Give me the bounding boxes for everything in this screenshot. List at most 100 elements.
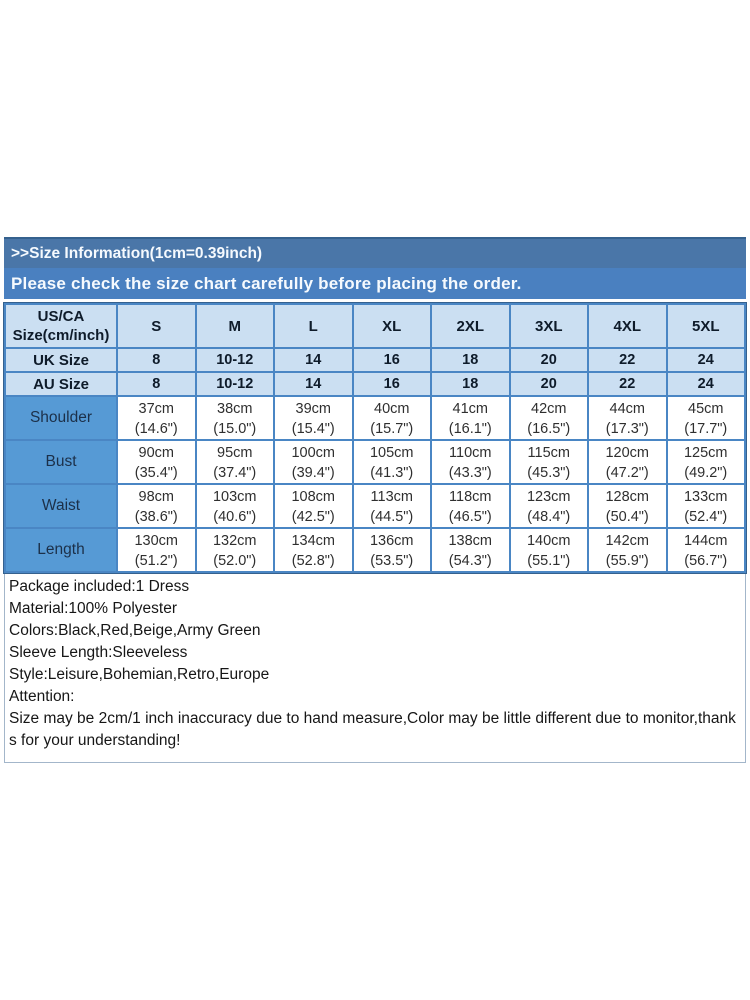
size-table-body: US/CA Size(cm/inch) S M L XL 2XL 3XL 4XL 5XL UK Si… — [4, 303, 746, 573]
notes-box: Package included:1 Dress Material:100% Po… — [4, 573, 746, 763]
measurement-value-cell: 103cm (40.6") — [194, 483, 275, 529]
measurement-cm-value: 38cm — [217, 400, 253, 417]
measurement-inch-value: (16.1") — [448, 420, 492, 437]
measurement-inch-value: (35.4") — [134, 464, 178, 481]
size-value-cell: 18 — [430, 371, 511, 397]
measurement-cm-value: 105cm — [369, 444, 414, 461]
measurement-cm-value: 123cm — [526, 488, 571, 505]
measurement-value-cell: 132cm (52.0") — [194, 527, 275, 573]
column-header-m: M — [194, 303, 275, 349]
measurement-value-cell: 90cm (35.4") — [116, 439, 197, 485]
measurement-value-cell: 105cm (41.3") — [351, 439, 432, 485]
measurement-cm-value: 41cm — [452, 400, 488, 417]
measurement-cm-value: 90cm — [138, 444, 174, 461]
measurement-cm-value: 125cm — [683, 444, 728, 461]
measurement-cm-value: 45cm — [688, 400, 724, 417]
note-line-2: Material:100% Polyester — [9, 600, 177, 617]
banner: >>Size Information(1cm=0.39inch) Please … — [4, 237, 746, 299]
measurement-cm-value: 118cm — [449, 488, 492, 505]
note-line-1: Package included:1 Dress — [9, 578, 190, 595]
size-table-header-row: US/CA Size(cm/inch) S M L XL 2XL 3XL 4XL 5XL — [4, 303, 746, 349]
measurement-inch-value: (37.4") — [213, 464, 257, 481]
measurement-value-cell: 128cm (50.4") — [587, 483, 668, 529]
measurement-cm-value: 132cm — [212, 532, 257, 549]
measurement-inch-value: (54.3") — [448, 552, 492, 569]
size-value-cell: 20 — [508, 347, 589, 373]
column-header-3xl: 3XL — [508, 303, 589, 349]
measurement-value-cell: 118cm (46.5") — [430, 483, 511, 529]
size-value-cell: 24 — [665, 347, 746, 373]
column-header-l: L — [273, 303, 354, 349]
measurement-value-cell: 113cm (44.5") — [351, 483, 432, 529]
measurement-inch-value: (51.2") — [134, 552, 178, 569]
column-header-xl: XL — [351, 303, 432, 349]
size-value-cell: 18 — [430, 347, 511, 373]
measurement-cm-value: 95cm — [217, 444, 253, 461]
measurement-row-waist: Waist 98cm (38.6") 103cm (40.6") 108cm (42.5")… — [4, 483, 746, 529]
size-value-cell: 24 — [665, 371, 746, 397]
measurement-cm-value: 44cm — [609, 400, 645, 417]
measurement-inch-value: (44.5") — [370, 508, 414, 525]
size-value-cell: 10-12 — [194, 347, 275, 373]
measurement-cm-value: 120cm — [605, 444, 650, 461]
measurement-value-cell: 45cm (17.7") — [665, 395, 746, 441]
size-value-cell: 14 — [273, 347, 354, 373]
measurement-value-cell: 37cm (14.6") — [116, 395, 197, 441]
measurement-inch-value: (17.3") — [605, 420, 649, 437]
measurement-cm-value: 128cm — [605, 488, 650, 505]
size-value-cell: 8 — [116, 347, 197, 373]
measurement-cm-value: 140cm — [526, 532, 571, 549]
measurement-value-cell: 133cm (52.4") — [665, 483, 746, 529]
column-header-5xl: 5XL — [665, 303, 746, 349]
measurement-inch-value: (15.0") — [213, 420, 257, 437]
banner-title: >>Size Information(1cm=0.39inch) — [4, 239, 746, 268]
measurement-cm-value: 136cm — [369, 532, 414, 549]
measurement-value-cell: 115cm (45.3") — [508, 439, 589, 485]
measurement-inch-value: (56.7") — [684, 552, 728, 569]
measurement-cm-value: 110cm — [449, 444, 492, 461]
measurement-value-cell: 41cm (16.1") — [430, 395, 511, 441]
measurement-inch-value: (40.6") — [213, 508, 257, 525]
measurement-value-cell: 142cm (55.9") — [587, 527, 668, 573]
size-value-cell: 14 — [273, 371, 354, 397]
measurement-value-cell: 98cm (38.6") — [116, 483, 197, 529]
note-line-4: Sleeve Length:Sleeveless — [9, 644, 188, 661]
size-value-cell: 22 — [587, 371, 668, 397]
measurement-inch-value: (17.7") — [684, 420, 728, 437]
measurement-value-cell: 39cm (15.4") — [273, 395, 354, 441]
measurement-value-cell: 138cm (54.3") — [430, 527, 511, 573]
measurement-value-cell: 130cm (51.2") — [116, 527, 197, 573]
size-value-cell: 8 — [116, 371, 197, 397]
au-size-row: AU Size 8 10-12 14 16 18 20 22 24 — [4, 371, 746, 397]
measurement-value-cell: 44cm (17.3") — [587, 395, 668, 441]
measurement-value-cell: 120cm (47.2") — [587, 439, 668, 485]
size-table: US/CA Size(cm/inch) S M L XL 2XL 3XL 4XL 5XL UK Si… — [3, 302, 747, 574]
column-header-4xl: 4XL — [587, 303, 668, 349]
measurement-value-cell: 136cm (53.5") — [351, 527, 432, 573]
measurement-label-shoulder: Shoulder — [4, 395, 118, 441]
measurement-value-cell: 100cm (39.4") — [273, 439, 354, 485]
size-info-sheet: >>Size Information(1cm=0.39inch) Please … — [3, 237, 747, 763]
column-header-2xl: 2XL — [430, 303, 511, 349]
measurement-cm-value: 108cm — [291, 488, 336, 505]
column-header-s: S — [116, 303, 197, 349]
measurement-inch-value: (41.3") — [370, 464, 414, 481]
measurement-cm-value: 103cm — [212, 488, 257, 505]
measurement-inch-value: (14.6") — [134, 420, 178, 437]
measurement-inch-value: (45.3") — [527, 464, 571, 481]
measurement-cm-value: 133cm — [683, 488, 728, 505]
size-value-cell: 16 — [351, 371, 432, 397]
note-line-3: Colors:Black,Red,Beige,Army Green — [9, 622, 261, 639]
measurement-value-cell: 38cm (15.0") — [194, 395, 275, 441]
uk-size-row: UK Size 8 10-12 14 16 18 20 22 24 — [4, 347, 746, 373]
measurement-value-cell: 42cm (16.5") — [508, 395, 589, 441]
measurement-cm-value: 39cm — [295, 400, 331, 417]
measurement-row-bust: Bust 90cm (35.4") 95cm (37.4") 100cm (39.4") 10… — [4, 439, 746, 485]
au-size-row-label: AU Size — [4, 371, 118, 397]
corner-header-line: Size(cm/inch) — [12, 327, 110, 344]
measurement-inch-value: (55.9") — [605, 552, 649, 569]
measurement-inch-value: (39.4") — [291, 464, 335, 481]
measurement-value-cell: 140cm (55.1") — [508, 527, 589, 573]
size-value-cell: 16 — [351, 347, 432, 373]
measurement-inch-value: (47.2") — [605, 464, 649, 481]
